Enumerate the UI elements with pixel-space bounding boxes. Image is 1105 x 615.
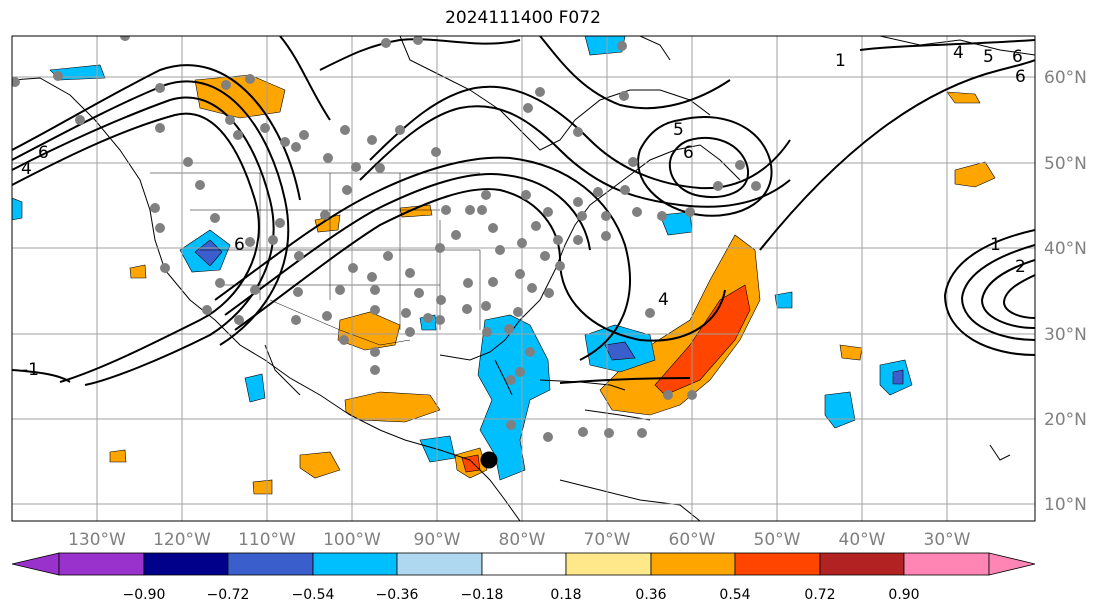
map-panel: -1 4 6 6 4 5 6 1 4 5 6 6 1 2 [12, 36, 1035, 521]
lon-tick-label: 70°W [584, 530, 631, 550]
colorbar-tick-label: 0.54 [719, 587, 750, 603]
contour-labels: -1 4 6 6 4 5 6 1 4 5 6 6 1 2 [21, 43, 1026, 380]
lon-tick-label: 90°W [414, 530, 461, 550]
colorbar-segment [903, 552, 990, 576]
lon-tick-label: 60°W [669, 530, 716, 550]
figure-title: 2024111400 F072 [445, 8, 601, 28]
contour-label: 6 [683, 143, 694, 163]
colorbar-segment [143, 552, 229, 576]
lon-tick-label: 50°W [754, 530, 801, 550]
colorbar-segment [312, 552, 398, 576]
lat-tick-label: 10°N [1044, 495, 1087, 515]
contour-label: 6 [1015, 67, 1026, 87]
lat-tick-label: 40°N [1044, 239, 1087, 259]
colorbar-segment [227, 552, 314, 576]
colorbar-tick-label: 0.72 [804, 587, 835, 603]
lon-tick-label: 100°W [323, 530, 381, 550]
colorbar-segment [481, 552, 567, 576]
contour-label: 4 [658, 290, 669, 310]
lon-tick-label: 110°W [238, 530, 296, 550]
colorbar-tick-label: 0.18 [550, 587, 581, 603]
contour-label: 6 [38, 143, 49, 163]
storm-center-marker [480, 451, 498, 469]
colorbar-segment [58, 552, 145, 576]
colorbar-tick-label: 0.36 [635, 587, 666, 603]
colorbar-segment [396, 552, 483, 576]
station-markers [12, 36, 761, 442]
contour-label: 6 [1012, 47, 1023, 67]
latitude-axis: 60°N 50°N 40°N 30°N 20°N 10°N [1044, 68, 1087, 515]
contour-label: 4 [21, 159, 32, 179]
coastlines [12, 36, 1035, 521]
colorbar-tick-label: −0.18 [461, 587, 504, 603]
colorbar-tick-label: −0.90 [123, 587, 166, 603]
colorbar-segment [565, 552, 652, 576]
colorbar-tick-label: −0.54 [292, 587, 335, 603]
contour-label: 6 [234, 235, 245, 255]
contour-label: 5 [673, 120, 684, 140]
lat-tick-label: 30°N [1044, 325, 1087, 345]
colorbar-segment [734, 552, 821, 576]
lat-tick-label: 50°N [1044, 154, 1087, 174]
colorbar-labels: −0.90 −0.72 −0.54 −0.36 −0.18 0.18 0.36 … [123, 587, 920, 603]
colorbar-under-arrow [11, 552, 60, 576]
contour-label: 1 [835, 51, 846, 71]
lon-tick-label: 30°W [924, 530, 971, 550]
colorbar [11, 552, 1036, 576]
contour-label: 1 [990, 235, 1001, 255]
map-border [11, 35, 1036, 522]
contour-label: -1 [22, 360, 39, 380]
contour-label: 2 [1015, 257, 1026, 277]
colorbar-tick-label: −0.72 [207, 587, 250, 603]
lat-tick-label: 60°N [1044, 68, 1087, 88]
colorbar-tick-label: 0.90 [888, 587, 919, 603]
lat-tick-label: 20°N [1044, 410, 1087, 430]
colorbar-segment [819, 552, 905, 576]
height-contours [12, 36, 1035, 386]
colorbar-tick-label: −0.36 [376, 587, 419, 603]
lon-tick-label: 130°W [68, 530, 126, 550]
contour-label: 5 [983, 47, 994, 67]
longitude-axis: 130°W 120°W 110°W 100°W 90°W 80°W 70°W 6… [68, 530, 971, 550]
contour-label: 4 [953, 43, 964, 63]
lon-tick-label: 40°W [839, 530, 886, 550]
lon-tick-label: 80°W [499, 530, 546, 550]
colorbar-over-arrow [988, 552, 1036, 576]
colorbar-segment [650, 552, 736, 576]
lon-tick-label: 120°W [153, 530, 211, 550]
